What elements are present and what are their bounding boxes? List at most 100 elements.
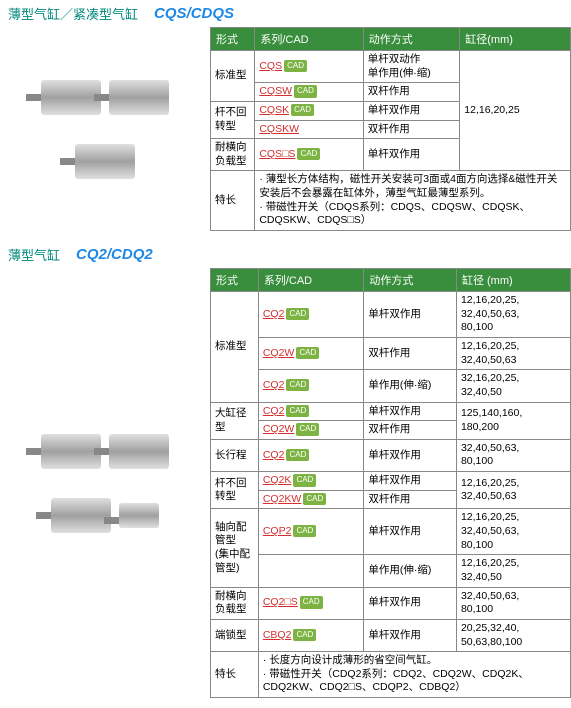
th-form: 形式 <box>211 269 259 292</box>
cad-link[interactable]: CQSK <box>259 104 289 116</box>
title-code: CQ2/CDQ2 <box>76 246 153 263</box>
cad-link[interactable]: CQ2W <box>263 347 295 359</box>
cell-action: 单杆双动作单作用(伸·缩) <box>363 51 460 83</box>
cad-link[interactable]: CQSKW <box>259 123 299 135</box>
cell-form: 大缸径型 <box>211 402 259 439</box>
cad-link[interactable]: CBQ2 <box>263 629 292 641</box>
cell-cad: CBQ2CAD <box>258 619 364 651</box>
table-row: 大缸径型CQ2CAD单杆双作用125,140,160,180,200 <box>211 402 571 421</box>
feature-label: 特长 <box>211 652 259 698</box>
cad-badge: CAD <box>303 493 326 505</box>
cell-cad: CQ2□SCAD <box>258 587 364 619</box>
cell-form: 标准型 <box>211 292 259 402</box>
product-image <box>0 268 210 698</box>
cad-link[interactable]: CQ2K <box>263 474 292 486</box>
cad-badge: CAD <box>300 596 323 608</box>
cad-badge: CAD <box>284 60 307 72</box>
cell-cad: CQ2WCAD <box>258 421 364 440</box>
cell-action: 双杆作用 <box>364 337 457 369</box>
cell-cad: CQS□SCAD <box>255 139 363 171</box>
cell-action: 单作用(伸·缩) <box>364 370 457 402</box>
cell-cad: CQSCAD <box>255 51 363 83</box>
header-row: 形式 系列/CAD 动作方式 缸径(mm) <box>211 28 571 51</box>
cell-bore: 12,16,20,25,32,40,50,63 <box>456 472 570 509</box>
spec-table-cqs: 形式 系列/CAD 动作方式 缸径(mm) 标准型CQSCAD单杆双动作单作用(… <box>210 27 571 231</box>
cad-badge: CAD <box>294 85 317 97</box>
title-cn: 薄型气缸／紧凑型气缸 <box>8 4 138 23</box>
table-row: 标准型CQSCAD单杆双动作单作用(伸·缩)12,16,20,25 <box>211 51 571 83</box>
cell-action: 单杆双作用 <box>364 472 457 491</box>
title-row: 薄型气缸／紧凑型气缸 CQS/CDQS <box>0 0 571 27</box>
table-row: 长行程CQ2CAD单杆双作用32,40,50,63,80,100 <box>211 439 571 471</box>
section-cq2: 薄型气缸 CQ2/CDQ2 形式 系列/CAD 动作方式 缸径 (mm) 标准型… <box>0 241 571 698</box>
table-row: 标准型CQ2CAD单杆双作用12,16,20,25,32,40,50,63,80… <box>211 292 571 338</box>
cad-badge: CAD <box>293 525 316 537</box>
cad-link[interactable]: CQ2KW <box>263 493 302 505</box>
cell-form: 杆不回转型 <box>211 472 259 509</box>
cell-action: 单杆双作用 <box>364 292 457 338</box>
cad-link[interactable]: CQ2 <box>263 379 285 391</box>
cell-action: 双杆作用 <box>364 490 457 509</box>
cell-cad: CQ2CAD <box>258 292 364 338</box>
cell-action: 双杆作用 <box>363 83 460 102</box>
th-action: 动作方式 <box>364 269 457 292</box>
cell-bore: 32,40,50,63,80,100 <box>456 439 570 471</box>
cell-cad: CQSKW <box>255 120 363 139</box>
cad-link[interactable]: CQ2W <box>263 423 295 435</box>
th-cad: 系列/CAD <box>258 269 364 292</box>
cell-action: 双杆作用 <box>363 120 460 139</box>
feature-text: · 长度方向设计成薄形的省空间气缸。· 带磁性开关（CDQ2系列：CDQ2、CD… <box>258 652 570 698</box>
cad-link[interactable]: CQP2 <box>263 525 292 537</box>
cad-badge: CAD <box>286 379 309 391</box>
cell-action: 单杆双作用 <box>364 402 457 421</box>
cad-badge: CAD <box>291 104 314 116</box>
cell-cad: CQ2CAD <box>258 402 364 421</box>
title-row: 薄型气缸 CQ2/CDQ2 <box>0 241 571 268</box>
feature-row: 特长 · 薄型长方体结构，磁性开关安装可3面或4面方向选择&磁性开关安装后不会暴… <box>211 171 571 231</box>
cell-cad: CQ2KCAD <box>258 472 364 491</box>
cell-cad: CQ2WCAD <box>258 337 364 369</box>
cad-badge: CAD <box>286 405 309 417</box>
cell-form: 耐横向负载型 <box>211 139 255 171</box>
cad-link[interactable]: CQ2□S <box>263 596 298 608</box>
cell-action: 双杆作用 <box>364 421 457 440</box>
cad-badge: CAD <box>293 474 316 486</box>
cad-link[interactable]: CQSW <box>259 85 292 97</box>
cell-bore: 32,40,50,63,80,100 <box>456 587 570 619</box>
cell-bore: 12,16,20,25,32,40,50 <box>456 555 570 587</box>
cad-link[interactable]: CQ2 <box>263 449 285 461</box>
cell-bore: 20,25,32,40,50,63,80,100 <box>456 619 570 651</box>
table-row: CQ2CAD单作用(伸·缩)32,16,20,25,32,40,50 <box>211 370 571 402</box>
cell-form: 耐横向负载型 <box>211 587 259 619</box>
cell-action: 单杆双作用 <box>363 101 460 120</box>
cell-action: 单作用(伸·缩) <box>364 555 457 587</box>
cad-link[interactable]: CQ2 <box>263 308 285 320</box>
th-bore: 缸径 (mm) <box>456 269 570 292</box>
cad-badge: CAD <box>296 423 319 435</box>
th-bore: 缸径(mm) <box>460 28 571 51</box>
cad-badge: CAD <box>296 347 319 359</box>
cell-form: 端锁型 <box>211 619 259 651</box>
feature-label: 特长 <box>211 171 255 231</box>
cell-action: 单杆双作用 <box>363 139 460 171</box>
feature-text: · 薄型长方体结构，磁性开关安装可3面或4面方向选择&磁性开关安装后不会暴露在缸… <box>255 171 571 231</box>
product-image <box>0 27 210 231</box>
table-row: 耐横向负载型CQ2□SCAD单杆双作用32,40,50,63,80,100 <box>211 587 571 619</box>
cell-form: 标准型 <box>211 51 255 102</box>
th-form: 形式 <box>211 28 255 51</box>
cad-badge: CAD <box>297 148 320 160</box>
cell-cad <box>258 555 364 587</box>
cell-cad: CQ2KWCAD <box>258 490 364 509</box>
th-action: 动作方式 <box>363 28 460 51</box>
spec-table-cq2: 形式 系列/CAD 动作方式 缸径 (mm) 标准型CQ2CAD单杆双作用12,… <box>210 268 571 698</box>
cad-link[interactable]: CQS <box>259 60 282 72</box>
cell-cad: CQSKCAD <box>255 101 363 120</box>
cad-badge: CAD <box>286 449 309 461</box>
cell-form: 长行程 <box>211 439 259 471</box>
cell-bore: 12,16,20,25 <box>460 51 571 171</box>
th-cad: 系列/CAD <box>255 28 363 51</box>
header-row: 形式 系列/CAD 动作方式 缸径 (mm) <box>211 269 571 292</box>
cell-bore: 125,140,160,180,200 <box>456 402 570 439</box>
cad-link[interactable]: CQS□S <box>259 148 295 160</box>
cad-link[interactable]: CQ2 <box>263 405 285 417</box>
